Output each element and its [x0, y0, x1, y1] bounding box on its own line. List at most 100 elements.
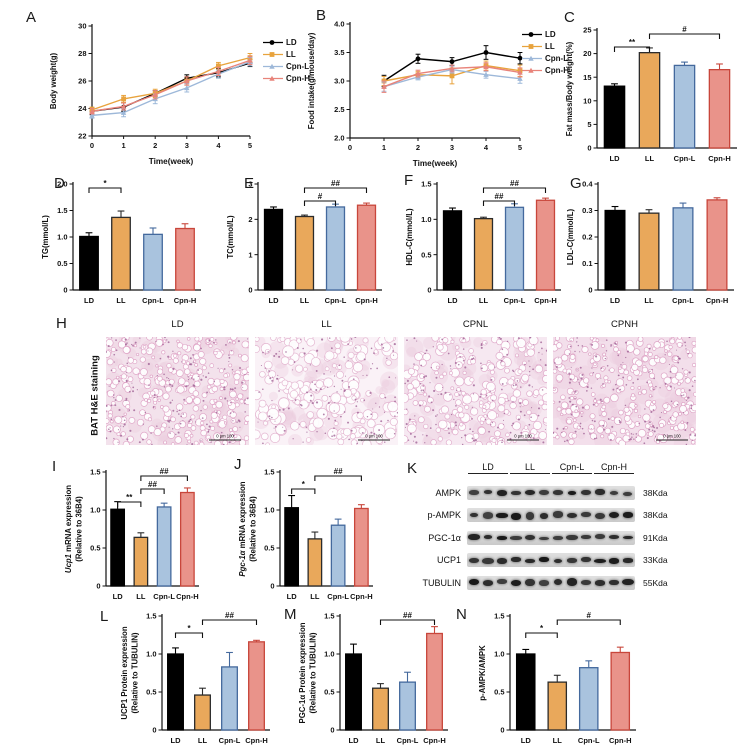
legend-item-ll: LL: [522, 42, 569, 51]
svg-text:Cpn-H: Cpn-H: [355, 296, 378, 305]
svg-text:Pgc-1α mRNA expression: Pgc-1α mRNA expression: [238, 481, 247, 576]
blot-band: [595, 489, 605, 495]
svg-text:0.5: 0.5: [57, 259, 67, 268]
legend-item-ld: LD: [522, 30, 569, 39]
svg-text:Cpn-L: Cpn-L: [325, 296, 347, 305]
blot-band: [594, 512, 606, 520]
svg-text:0 μm 100: 0 μm 100: [663, 434, 681, 439]
blot-band: [482, 512, 494, 519]
svg-text:(Relative to 36B4): (Relative to 36B4): [75, 496, 84, 562]
svg-text:1.5: 1.5: [90, 468, 100, 477]
svg-text:1.5: 1.5: [264, 468, 274, 477]
svg-text:1.0: 1.0: [494, 650, 504, 659]
svg-text:##: ##: [510, 179, 519, 188]
histology-label-cpnh: CPNH: [611, 319, 638, 330]
svg-text:3: 3: [450, 143, 454, 152]
legend-item-cpn-l: Cpn-L: [522, 54, 569, 63]
svg-text:LD: LD: [171, 736, 182, 745]
panel-label-i: I: [52, 458, 57, 475]
histology-label-ld: LD: [171, 319, 184, 330]
blot-band: [608, 511, 620, 519]
bar-LD: [442, 210, 463, 291]
legend-item-cpn-h: Cpn-H: [522, 66, 569, 75]
svg-text:0.2: 0.2: [582, 233, 592, 242]
bar-Cpn-H: [175, 227, 195, 291]
bar-Cpn-H: [248, 641, 265, 731]
blot-strip-ampk: [467, 486, 635, 500]
blot-band: [608, 558, 620, 564]
blot-protein-label: TUBULIN: [422, 577, 461, 588]
blot-band: [566, 535, 578, 541]
blot-band: [525, 512, 535, 520]
svg-text:0: 0: [427, 286, 431, 295]
svg-text:0.5: 0.5: [324, 688, 334, 697]
bar-Cpn-L: [578, 667, 599, 731]
histology-label-ll: LL: [321, 319, 332, 330]
bar-Cpn-H: [610, 651, 631, 731]
blot-band: [623, 491, 633, 497]
bar-Cpn-L: [673, 64, 696, 149]
blot-band: [553, 558, 563, 563]
blot-band: [553, 511, 563, 518]
blot-band: [594, 534, 606, 540]
blot-group-label-cpn-h: Cpn-H: [594, 462, 634, 474]
panel-label-m: M: [284, 606, 297, 623]
svg-text:26: 26: [78, 77, 86, 86]
svg-text:0.1: 0.1: [582, 259, 592, 268]
bar-LL: [133, 536, 149, 587]
blot-band: [623, 535, 633, 540]
bar-Cpn-L: [672, 207, 694, 291]
svg-text:Cpn-L: Cpn-L: [674, 154, 696, 163]
bar-chart-svg: 0 5 10 15 20 25 Fat mass/Body weight(%) LD LL Cpn…: [565, 25, 737, 163]
svg-text:Time(week): Time(week): [149, 157, 194, 166]
svg-text:15: 15: [583, 73, 591, 82]
blot-size-label: 33Kda: [643, 555, 668, 566]
svg-text:4: 4: [216, 141, 221, 150]
blot-band: [566, 578, 578, 586]
series-Cpn-L: [91, 61, 251, 117]
blot-band: [580, 579, 592, 585]
svg-text:LD: LD: [610, 296, 621, 305]
bar-Cpn-H: [706, 199, 728, 291]
blot-band: [609, 490, 619, 495]
svg-text:22: 22: [78, 132, 86, 141]
svg-text:LD: LD: [113, 592, 124, 601]
svg-text:PGC-1α Protein expression: PGC-1α Protein expression: [298, 622, 307, 723]
svg-text:LL: LL: [553, 736, 563, 745]
svg-text:25: 25: [583, 26, 591, 35]
svg-text:Cpn-H: Cpn-H: [423, 736, 446, 745]
blot-band: [482, 579, 494, 586]
svg-text:LL: LL: [198, 736, 208, 745]
blot-protein-label: p-AMPK: [427, 510, 461, 521]
bar-chart-svg: 0 0.5 1.0 1.5 HDL-C(mmol/L) LD LL Cpn-L Cpn-H ## #…: [405, 179, 561, 305]
svg-text:##: ##: [148, 480, 157, 489]
svg-text:UCP1 Protein expression: UCP1 Protein expression: [120, 626, 129, 719]
svg-text:Cpn-H: Cpn-H: [245, 736, 268, 745]
svg-text:0: 0: [587, 144, 591, 153]
panel-label-g: G: [570, 175, 582, 192]
svg-text:p-AMPK/AMPK: p-AMPK/AMPK: [478, 645, 487, 701]
panel-k-western-blot: LD LL Cpn-L Cpn-H AMPK 38Kda p-AMPK 38Kda PGC-1α…: [405, 460, 715, 602]
svg-text:##: ##: [331, 179, 340, 188]
histology-image-cpnh: 0 μm 100: [545, 330, 699, 452]
svg-text:3: 3: [248, 180, 252, 189]
bar-Cpn-L: [330, 524, 346, 587]
svg-text:Time(week): Time(week): [413, 159, 458, 168]
bar-LD: [110, 508, 126, 587]
blot-band: [511, 491, 521, 496]
panel-label-l: L: [100, 608, 109, 625]
svg-text:0 μm 100: 0 μm 100: [365, 434, 383, 439]
svg-text:0 μm 100: 0 μm 100: [216, 434, 234, 439]
svg-text:5: 5: [248, 141, 252, 150]
legend-body-weight: LD LL Cpn-L Cpn-H: [263, 38, 310, 83]
bar-Cpn-L: [325, 206, 346, 291]
bar-LL: [307, 538, 323, 587]
chart-tc: 0 1 2 3 TC(mmol/L) LD LL Cpn-L Cpn-H # ##: [222, 170, 390, 310]
panel-h-histology: BAT H&E staining LD LL CPNL CPNH 0 μm 10…: [88, 318, 710, 455]
svg-text:1.5: 1.5: [494, 612, 504, 621]
svg-text:24: 24: [78, 104, 87, 113]
svg-text:LL: LL: [479, 296, 489, 305]
chart-pgc1a-mrna: 0 0.5 1.0 1.5 Pgc-1α mRNA expression (Relativ…: [236, 458, 381, 606]
chart-ucp1-protein: 0 0.5 1.0 1.5 UCP1 Protein expression (Relati…: [118, 602, 278, 750]
